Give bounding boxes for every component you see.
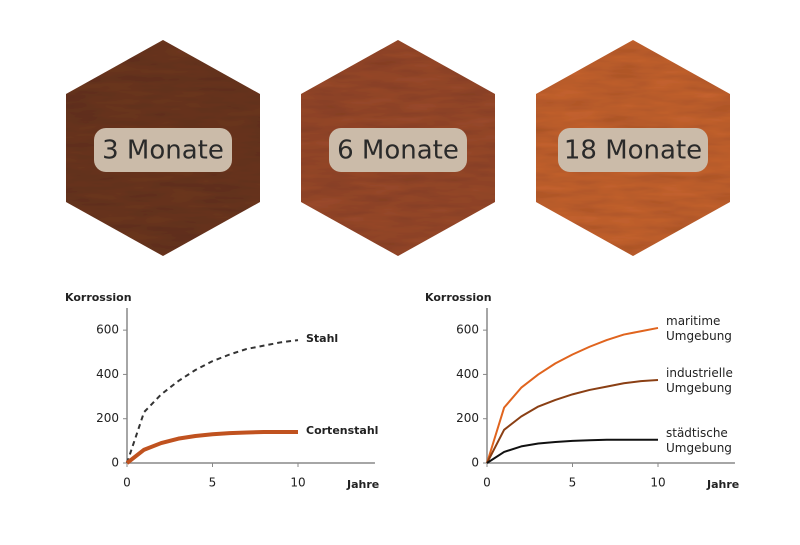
panel-label: 3 Monate <box>102 136 224 166</box>
series-line <box>486 438 658 464</box>
series-line <box>125 430 298 465</box>
label-box <box>329 128 467 172</box>
y-axis-title: Korrossion <box>65 291 132 304</box>
series-label: städtische Umgebung <box>666 425 732 455</box>
label-box <box>94 128 232 172</box>
y-axis-title: Korrossion <box>425 291 492 304</box>
series-line <box>126 339 299 464</box>
x-tick-label: 10 <box>650 476 665 490</box>
y-tick-label: 600 <box>96 323 119 337</box>
series-label: industrielle Umgebung <box>666 365 733 395</box>
y-tick-label: 200 <box>96 411 119 425</box>
series-label: Cortenstahl <box>306 424 379 437</box>
y-tick-label: 0 <box>471 456 479 470</box>
y-tick-label: 0 <box>111 456 119 470</box>
series-label: maritime Umgebung <box>666 313 732 343</box>
series-line <box>486 326 659 464</box>
label-box <box>558 128 708 172</box>
y-tick-label: 600 <box>456 323 479 337</box>
x-tick-label: 5 <box>209 476 217 490</box>
y-tick-label: 400 <box>96 367 119 381</box>
series-label: Stahl <box>306 332 339 346</box>
y-tick-label: 400 <box>456 367 479 381</box>
y-tick-label: 200 <box>456 411 479 425</box>
x-tick-label: 5 <box>569 476 577 490</box>
x-tick-label: 0 <box>483 476 491 490</box>
x-axis-title: Jahre <box>706 478 739 491</box>
x-axis-title: Jahre <box>346 478 379 491</box>
panel-label: 6 Monate <box>337 136 459 166</box>
x-tick-label: 0 <box>123 476 131 490</box>
series-line <box>486 378 659 464</box>
panel-label: 18 Monate <box>564 136 702 166</box>
x-tick-label: 10 <box>290 476 305 490</box>
